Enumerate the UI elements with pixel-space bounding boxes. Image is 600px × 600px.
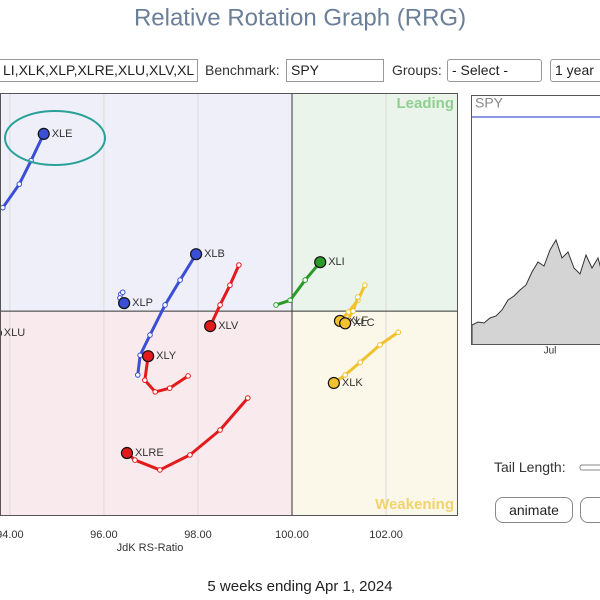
benchmark-input[interactable]: SPY bbox=[286, 59, 384, 82]
x-tick-label: 100.00 bbox=[275, 529, 309, 541]
series-label: XLK bbox=[342, 377, 363, 389]
head-marker bbox=[189, 248, 203, 261]
tail-marker bbox=[152, 389, 158, 395]
x-tick-label: Jul bbox=[544, 346, 557, 357]
head-marker bbox=[118, 296, 131, 310]
animate-button[interactable]: animate bbox=[495, 497, 573, 523]
tail-marker bbox=[350, 308, 356, 314]
head-marker bbox=[142, 350, 155, 363]
footer: 5 weeks ending Apr 1, 2024 bbox=[207, 578, 392, 595]
step-button[interactable] bbox=[580, 497, 600, 523]
tail-slider[interactable] bbox=[579, 464, 600, 471]
series-label: XLF bbox=[348, 315, 368, 327]
tail-marker bbox=[147, 332, 153, 338]
series-label: XLB bbox=[204, 248, 225, 260]
tail-marker bbox=[217, 427, 223, 433]
series-label: XLV bbox=[218, 320, 239, 332]
tail-line bbox=[275, 261, 322, 307]
series-label: XLC bbox=[353, 317, 374, 329]
tail-marker bbox=[357, 359, 363, 366]
tail-marker bbox=[16, 181, 23, 187]
spy-area bbox=[471, 238, 600, 345]
tail-marker bbox=[236, 262, 242, 268]
symbols-input[interactable]: LI,XLK,XLP,XLRE,XLU,XLV,XL bbox=[0, 59, 198, 82]
groups-select[interactable]: - Select - bbox=[447, 59, 542, 82]
period-select[interactable]: 1 year bbox=[550, 59, 600, 82]
tail-marker bbox=[217, 302, 223, 308]
series-label: XLY bbox=[156, 350, 177, 362]
series-label: XLI bbox=[328, 256, 345, 268]
head-marker bbox=[314, 256, 327, 269]
series-label: XLU bbox=[4, 327, 25, 339]
page-title: Relative Rotation Graph (RRG) bbox=[134, 4, 466, 31]
tail-marker bbox=[362, 282, 368, 289]
head-marker bbox=[204, 320, 217, 333]
tail-marker bbox=[245, 395, 251, 401]
tail-marker bbox=[187, 452, 193, 458]
tail-marker bbox=[342, 372, 348, 378]
head-marker bbox=[37, 127, 50, 140]
quadrant-leading bbox=[292, 93, 458, 312]
tail-marker bbox=[137, 352, 143, 359]
quadrant-label: Leading bbox=[396, 95, 454, 112]
tail-marker bbox=[0, 204, 6, 211]
x-tick-label: 94.00 bbox=[0, 529, 24, 541]
x-tick-label: 96.00 bbox=[90, 529, 118, 541]
tail-marker bbox=[185, 373, 191, 379]
x-tick-label: 102.00 bbox=[369, 529, 403, 541]
x-axis-label: JdK RS-Ratio bbox=[117, 542, 184, 554]
benchmark-label: Benchmark: bbox=[205, 62, 280, 78]
head-marker bbox=[327, 376, 340, 390]
tail-marker bbox=[377, 342, 383, 348]
tail-length-label: Tail Length: bbox=[494, 459, 566, 475]
tail-marker bbox=[132, 457, 138, 463]
spy-frame bbox=[471, 95, 600, 345]
series-label: XLP bbox=[132, 297, 153, 309]
tail-marker bbox=[162, 302, 168, 308]
tail-marker bbox=[395, 329, 402, 336]
quadrant-improving bbox=[0, 93, 293, 312]
tail-marker bbox=[142, 377, 148, 383]
groups-label: Groups: bbox=[392, 62, 442, 78]
tail-marker bbox=[157, 467, 163, 473]
head-marker bbox=[120, 446, 134, 460]
highlight-ellipse bbox=[4, 110, 106, 166]
tail-line bbox=[208, 264, 241, 327]
head-marker bbox=[339, 317, 352, 330]
series-label: XLE bbox=[52, 128, 73, 140]
tail-line bbox=[1, 133, 46, 209]
tail-marker bbox=[287, 297, 293, 304]
series-label: XLRE bbox=[135, 447, 164, 459]
quadrant-weakening bbox=[292, 311, 458, 516]
tail-marker bbox=[166, 385, 173, 391]
tail-marker bbox=[177, 277, 183, 283]
tail-line bbox=[136, 253, 198, 376]
tail-marker bbox=[119, 289, 126, 296]
quadrant-label: Weakening bbox=[375, 496, 454, 513]
tail-line bbox=[338, 284, 367, 322]
tail-marker bbox=[355, 294, 361, 300]
tail-marker bbox=[134, 372, 141, 378]
tail-marker bbox=[227, 282, 233, 289]
x-tick-label: 98.00 bbox=[184, 529, 212, 541]
spy-title: SPY bbox=[475, 95, 504, 111]
chart-frame bbox=[0, 93, 458, 516]
tail-marker bbox=[302, 277, 308, 283]
tail-marker bbox=[273, 302, 279, 308]
